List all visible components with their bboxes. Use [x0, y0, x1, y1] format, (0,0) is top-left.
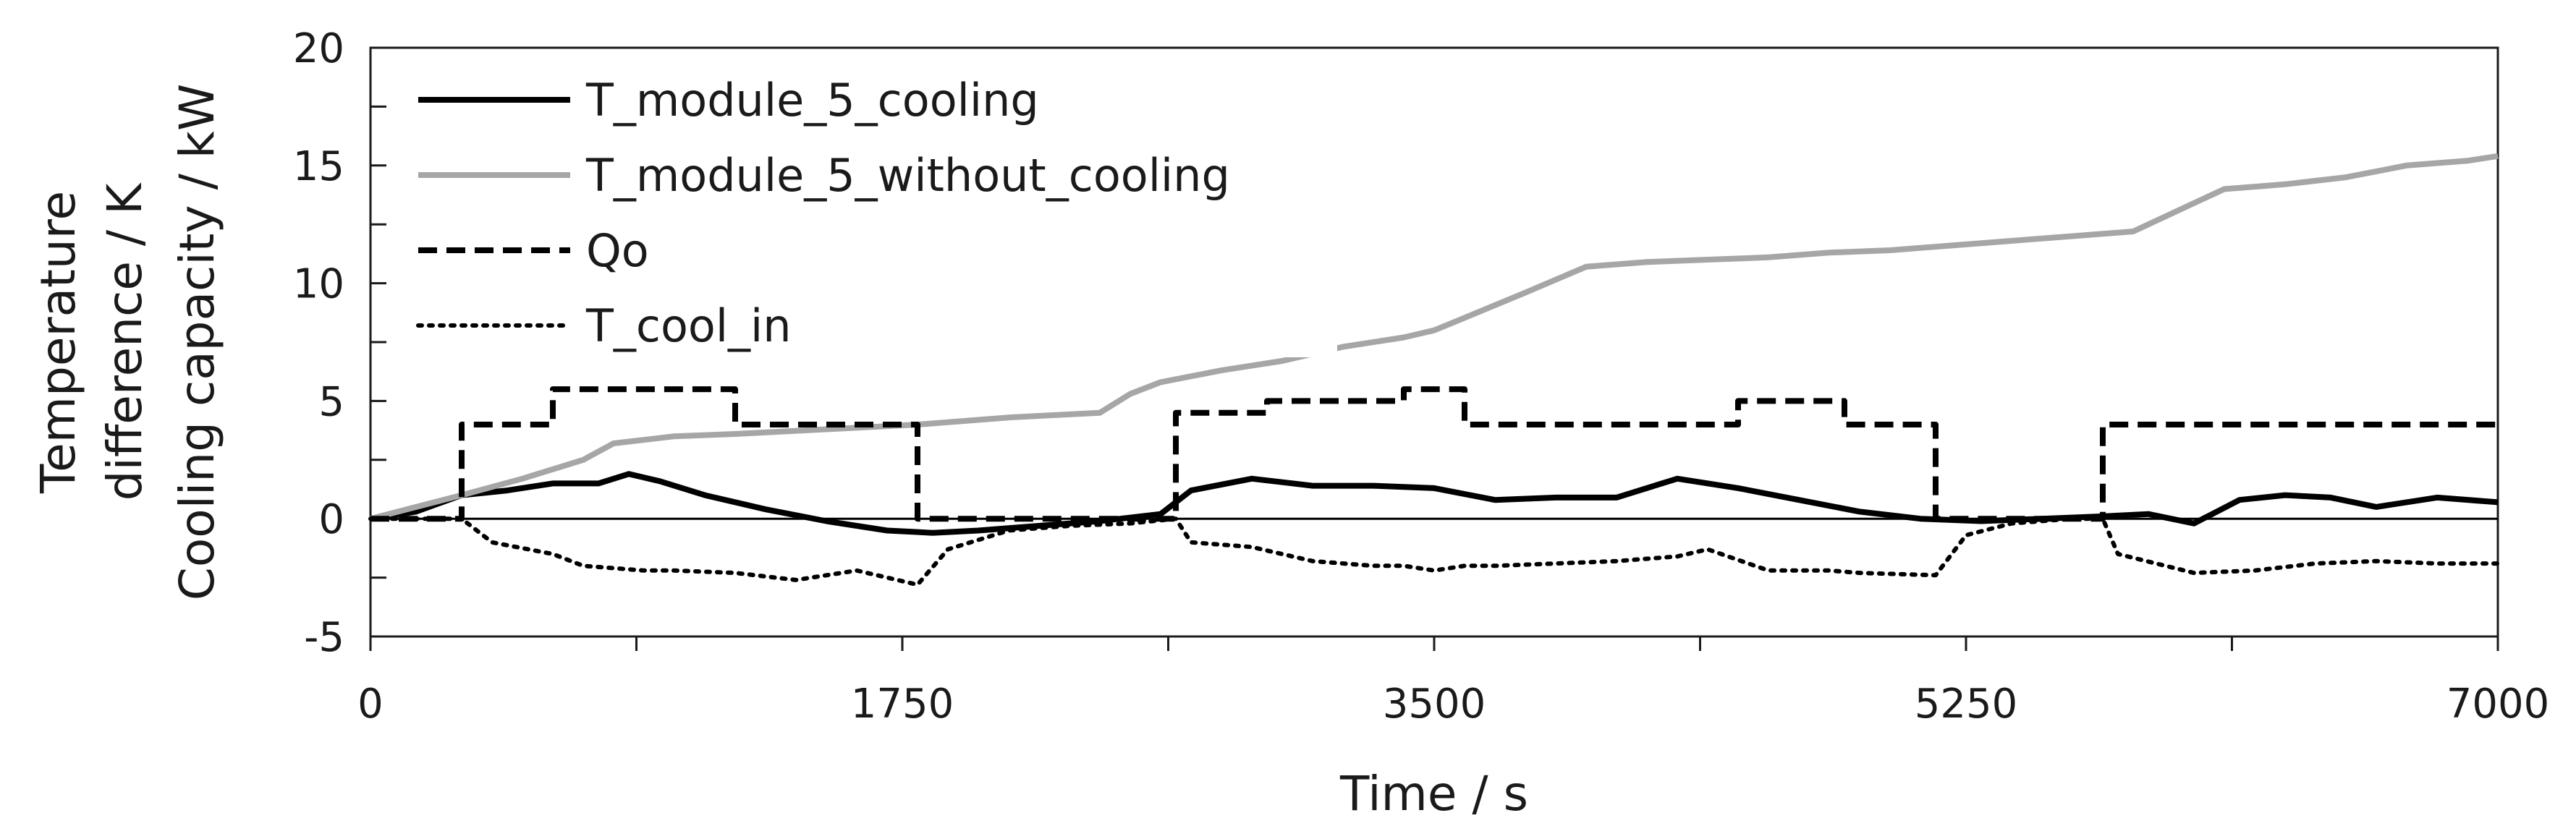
axes: -5 0 5 10 15 20 0 1750 3500 5250 7000	[293, 25, 2550, 728]
series-line-t-module-5-cooling	[370, 471, 2499, 536]
series-line-qo	[370, 386, 2498, 522]
y-tick-label: -5	[304, 614, 344, 661]
series-line-t-cool-in	[368, 516, 2500, 587]
y-tick-label: 20	[293, 25, 344, 72]
y-tick-label: 10	[293, 261, 344, 308]
y-tick-label: 15	[293, 143, 344, 190]
y-axis-title-line-3: Cooling capacity / kW	[169, 84, 225, 601]
y-axis-title-line-1: Temperature	[30, 191, 86, 494]
x-tick-label: 3500	[1383, 681, 1486, 728]
legend-label: T_module_5_without_cooling	[585, 149, 1230, 202]
series-line-t-module-5-without-cooling	[369, 153, 2499, 522]
x-tick-label: 1750	[851, 681, 954, 728]
x-tick-label: 0	[357, 681, 384, 728]
x-tick-label: 7000	[2446, 681, 2550, 728]
x-axis-title: Time / s	[1339, 766, 1528, 822]
legend-label: T_cool_in	[585, 299, 792, 352]
y-tick-label: 5	[318, 378, 344, 425]
legend-label: T_module_5_cooling	[585, 74, 1039, 127]
y-axis-title-line-2: difference / K	[97, 182, 153, 501]
y-tick-label: 0	[318, 496, 344, 543]
legend: T_module_5_cooling T_module_5_without_coo…	[404, 49, 1337, 357]
series-layer	[368, 153, 2500, 587]
x-tick-label: 5250	[1915, 681, 2018, 728]
legend-label: Qo	[586, 224, 649, 277]
